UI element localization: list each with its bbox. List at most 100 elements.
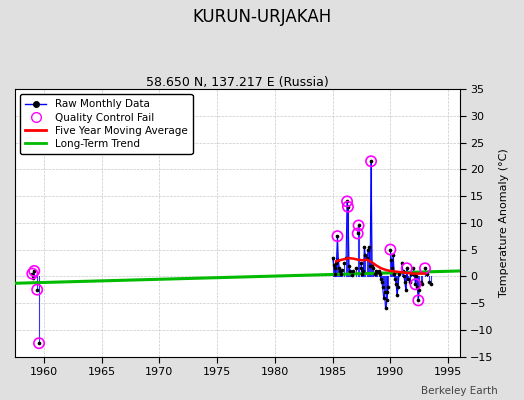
Point	[381, 305, 390, 312]
Point	[33, 286, 41, 293]
Point	[357, 265, 366, 272]
Point	[343, 198, 351, 204]
Point	[409, 265, 418, 272]
Point	[333, 233, 342, 239]
Point	[377, 278, 386, 285]
Point	[395, 270, 403, 277]
Point	[402, 265, 411, 272]
Point	[346, 268, 354, 274]
Point	[358, 270, 367, 277]
Point	[375, 268, 383, 274]
Point	[329, 254, 337, 261]
Point	[361, 252, 369, 258]
Point	[366, 262, 374, 269]
Point	[340, 260, 348, 266]
Point	[391, 276, 399, 282]
Point	[30, 268, 38, 274]
Point	[401, 278, 409, 285]
Point	[390, 270, 398, 277]
Point	[421, 265, 429, 272]
Point	[424, 278, 433, 285]
Point	[418, 281, 427, 288]
Point	[413, 284, 421, 290]
Point	[343, 198, 351, 204]
Point	[421, 265, 429, 272]
Point	[348, 272, 356, 278]
Text: Berkeley Earth: Berkeley Earth	[421, 386, 498, 396]
Point	[417, 278, 425, 285]
Point	[331, 270, 340, 277]
Point	[407, 270, 415, 277]
Point	[354, 230, 362, 237]
Point	[28, 270, 37, 277]
Point	[367, 158, 375, 164]
Point	[411, 281, 420, 288]
Point	[414, 297, 422, 304]
Point	[377, 276, 385, 282]
Point	[333, 233, 342, 239]
Point	[336, 268, 345, 274]
Point	[410, 270, 419, 277]
Legend: Raw Monthly Data, Quality Control Fail, Five Year Moving Average, Long-Term Tren: Raw Monthly Data, Quality Control Fail, …	[20, 94, 192, 154]
Point	[372, 268, 380, 274]
Point	[352, 265, 360, 272]
Point	[356, 260, 365, 266]
Point	[412, 273, 421, 280]
Point	[338, 267, 346, 273]
Point	[29, 275, 37, 281]
Point	[383, 289, 391, 296]
Point	[30, 268, 38, 274]
Point	[398, 260, 406, 266]
Point	[35, 340, 43, 346]
Point	[344, 204, 352, 210]
Point	[399, 268, 407, 274]
Point	[402, 265, 411, 272]
Point	[364, 246, 373, 253]
Point	[411, 281, 420, 288]
Point	[337, 270, 345, 277]
Point	[427, 281, 435, 288]
Text: KURUN-URJAKAH: KURUN-URJAKAH	[192, 8, 332, 26]
Point	[28, 270, 37, 277]
Point	[393, 292, 401, 298]
Point	[403, 276, 412, 282]
Point	[334, 257, 343, 264]
Title: 58.650 N, 137.217 E (Russia): 58.650 N, 137.217 E (Russia)	[146, 76, 329, 89]
Point	[363, 254, 372, 261]
Point	[383, 297, 391, 304]
Point	[380, 289, 389, 296]
Point	[378, 284, 387, 290]
Point	[365, 244, 374, 250]
Point	[367, 158, 375, 164]
Point	[344, 204, 352, 210]
Point	[401, 286, 410, 293]
Point	[376, 270, 384, 277]
Point	[332, 260, 341, 266]
Point	[354, 222, 363, 229]
Point	[384, 284, 392, 290]
Point	[414, 297, 422, 304]
Point	[371, 270, 379, 277]
Point	[35, 340, 43, 346]
Point	[335, 265, 344, 272]
Point	[415, 286, 423, 293]
Point	[33, 286, 41, 293]
Point	[392, 281, 400, 288]
Point	[348, 268, 357, 274]
Point	[386, 246, 395, 253]
Point	[354, 230, 362, 237]
Point	[387, 257, 396, 264]
Point	[373, 269, 381, 275]
Point	[423, 270, 431, 277]
Point	[388, 265, 397, 272]
Point	[359, 268, 368, 274]
Point	[330, 265, 339, 272]
Point	[406, 278, 414, 285]
Point	[330, 261, 338, 268]
Point	[342, 254, 351, 261]
Point	[368, 262, 376, 269]
Point	[386, 246, 395, 253]
Point	[389, 252, 397, 258]
Point	[379, 294, 388, 301]
Y-axis label: Temperature Anomaly (°C): Temperature Anomaly (°C)	[499, 148, 509, 297]
